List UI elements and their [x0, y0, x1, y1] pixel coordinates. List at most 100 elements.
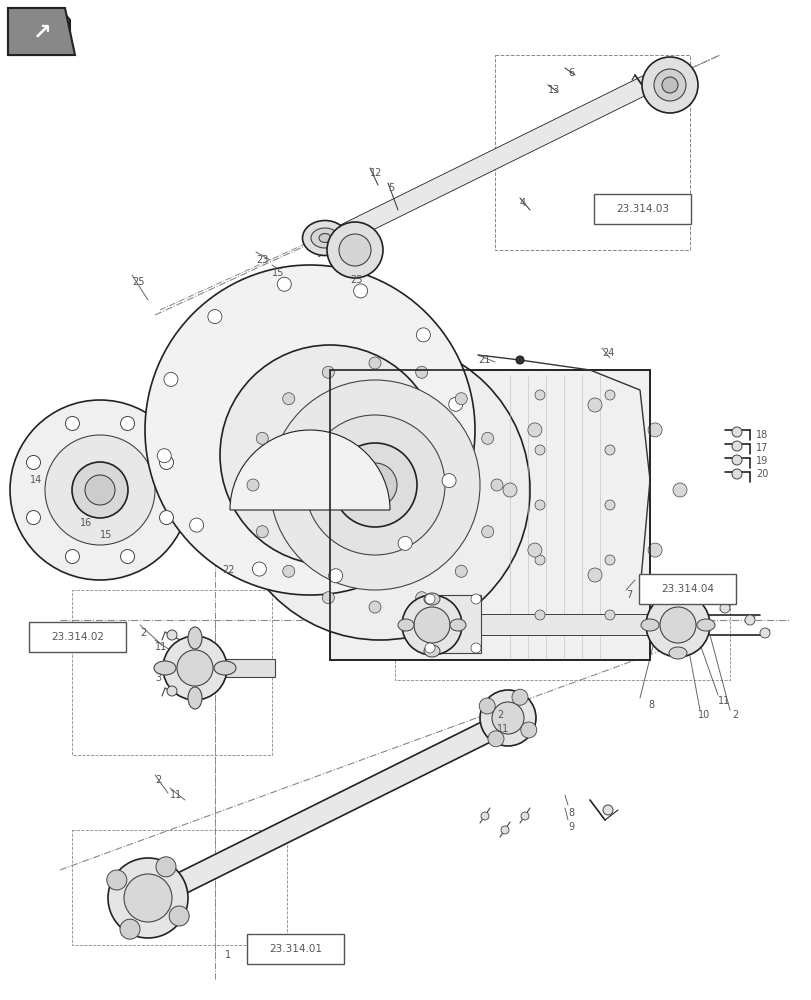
Circle shape: [66, 550, 79, 564]
Circle shape: [120, 919, 139, 939]
Circle shape: [527, 423, 541, 437]
Circle shape: [220, 345, 440, 565]
Circle shape: [328, 569, 342, 583]
Circle shape: [10, 400, 190, 580]
Circle shape: [479, 690, 535, 746]
Circle shape: [481, 432, 493, 444]
Circle shape: [247, 479, 259, 491]
Circle shape: [481, 526, 493, 538]
Circle shape: [145, 265, 474, 595]
Circle shape: [487, 731, 504, 747]
Circle shape: [604, 610, 614, 620]
Text: 4: 4: [519, 198, 526, 208]
Circle shape: [441, 474, 456, 488]
Circle shape: [208, 310, 221, 324]
Circle shape: [27, 511, 41, 525]
Circle shape: [603, 805, 612, 815]
Circle shape: [252, 562, 266, 576]
Circle shape: [455, 393, 466, 405]
Text: 19: 19: [755, 456, 767, 466]
Circle shape: [534, 610, 544, 620]
Circle shape: [647, 543, 661, 557]
Circle shape: [604, 445, 614, 455]
Circle shape: [322, 366, 334, 378]
Circle shape: [270, 380, 479, 590]
Text: ↗: ↗: [32, 22, 51, 42]
Circle shape: [470, 594, 480, 604]
Circle shape: [534, 390, 544, 400]
Circle shape: [277, 277, 291, 291]
Text: 2: 2: [139, 628, 146, 638]
Circle shape: [521, 812, 528, 820]
Circle shape: [527, 543, 541, 557]
Polygon shape: [8, 8, 75, 55]
Circle shape: [587, 568, 601, 582]
Circle shape: [520, 722, 536, 738]
FancyBboxPatch shape: [638, 574, 735, 604]
Circle shape: [368, 357, 380, 369]
Text: 11: 11: [155, 642, 167, 652]
Circle shape: [604, 555, 614, 565]
Circle shape: [731, 455, 741, 465]
Text: 10: 10: [697, 710, 710, 720]
Circle shape: [72, 462, 128, 518]
Circle shape: [163, 636, 227, 700]
Circle shape: [424, 594, 435, 604]
Circle shape: [169, 906, 189, 926]
Text: 8: 8: [647, 700, 654, 710]
Text: 2: 2: [731, 710, 737, 720]
Circle shape: [397, 536, 412, 550]
Circle shape: [512, 689, 527, 705]
Ellipse shape: [154, 661, 176, 675]
Circle shape: [759, 628, 769, 638]
Text: 11: 11: [169, 790, 182, 800]
Ellipse shape: [668, 591, 686, 603]
Ellipse shape: [423, 645, 440, 657]
Circle shape: [731, 441, 741, 451]
Wedge shape: [230, 430, 389, 510]
Bar: [329, 370, 649, 660]
Circle shape: [177, 650, 212, 686]
Bar: [72, 590, 272, 755]
Circle shape: [414, 607, 449, 643]
Circle shape: [167, 686, 177, 696]
Text: 8: 8: [568, 808, 573, 818]
Circle shape: [731, 427, 741, 437]
Text: 23.314.04: 23.314.04: [660, 584, 713, 594]
Text: 22: 22: [221, 565, 234, 575]
Circle shape: [164, 372, 178, 386]
FancyBboxPatch shape: [29, 622, 126, 652]
Bar: [225, 659, 275, 677]
Circle shape: [305, 415, 444, 555]
Circle shape: [333, 443, 417, 527]
Circle shape: [120, 550, 135, 564]
Text: 13: 13: [547, 85, 560, 95]
Circle shape: [744, 615, 754, 625]
Circle shape: [66, 416, 79, 430]
Ellipse shape: [423, 593, 440, 605]
Polygon shape: [143, 710, 514, 910]
Ellipse shape: [449, 619, 466, 631]
Text: 11: 11: [496, 724, 508, 734]
Circle shape: [167, 630, 177, 640]
Ellipse shape: [214, 661, 236, 675]
Circle shape: [322, 592, 334, 604]
Circle shape: [401, 595, 461, 655]
Circle shape: [256, 432, 268, 444]
Text: 23.314.02: 23.314.02: [51, 632, 104, 642]
Bar: [426, 595, 480, 653]
Circle shape: [415, 366, 427, 378]
Polygon shape: [311, 60, 683, 256]
Circle shape: [646, 593, 709, 657]
Circle shape: [500, 826, 508, 834]
Text: 21: 21: [478, 355, 490, 365]
Circle shape: [159, 511, 174, 525]
Ellipse shape: [311, 228, 338, 248]
Text: 5: 5: [388, 183, 394, 193]
Text: 15: 15: [100, 530, 112, 540]
Circle shape: [491, 702, 523, 734]
Bar: [72, 830, 286, 945]
Text: 6: 6: [568, 68, 573, 78]
FancyBboxPatch shape: [247, 934, 344, 964]
Text: 12: 12: [370, 168, 382, 178]
